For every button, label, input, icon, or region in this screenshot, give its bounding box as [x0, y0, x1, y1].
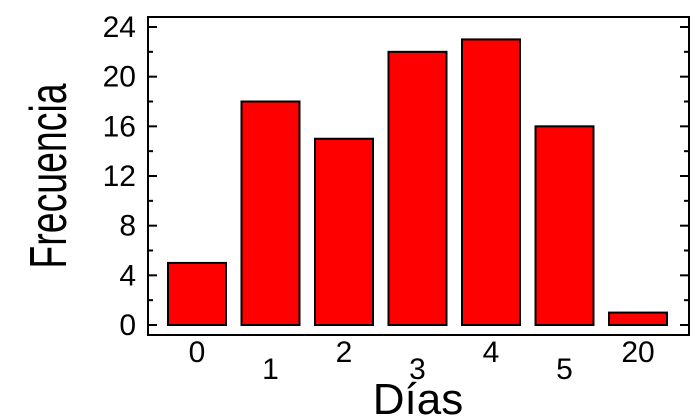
bar-5 [534, 125, 595, 327]
y-tick-label: 20 [103, 61, 136, 94]
bar-1 [240, 100, 301, 326]
bar-20 [608, 311, 668, 327]
bar-2 [314, 137, 374, 326]
y-tick-label: 8 [119, 210, 136, 243]
x-tick-label: 2 [336, 336, 353, 369]
y-tick-label: 4 [119, 259, 136, 292]
x-tick-label: 0 [189, 336, 206, 369]
x-tick-label: 20 [621, 336, 654, 369]
bar-3 [387, 50, 448, 326]
x-tick-label: 3 [409, 353, 426, 386]
y-tick-label: 24 [103, 11, 136, 44]
x-tick-label: 5 [556, 353, 573, 386]
x-tick-label: 4 [483, 336, 500, 369]
x-axis-title: Días [373, 375, 463, 420]
bars-group [167, 38, 668, 327]
y-axis-ticks [148, 26, 689, 326]
bar-0 [167, 261, 227, 326]
y-tick-label: 16 [103, 110, 136, 143]
y-axis-title: Frecuencia [19, 83, 78, 269]
x-axis-tick-labels: 0 1 2 3 4 5 20 [189, 336, 655, 386]
x-tick-label: 1 [262, 353, 279, 386]
y-tick-label: 12 [103, 160, 136, 193]
y-axis-tick-labels: 0 4 8 12 16 20 24 [103, 11, 136, 342]
y-tick-label: 0 [119, 309, 136, 342]
bar-4 [461, 38, 521, 327]
